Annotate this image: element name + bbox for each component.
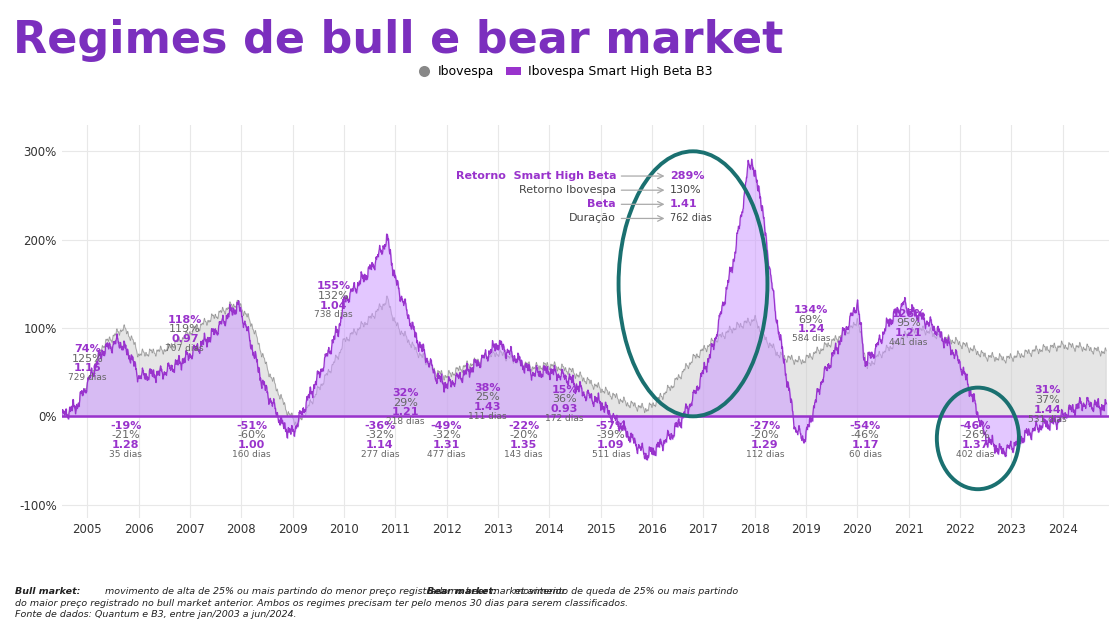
Text: -39%: -39% xyxy=(597,431,625,441)
Text: 95%: 95% xyxy=(896,318,921,328)
Text: 477 dias: 477 dias xyxy=(428,450,466,459)
Text: Regimes de bull e bear market: Regimes de bull e bear market xyxy=(13,19,784,62)
Text: 155%: 155% xyxy=(317,281,351,291)
Text: 69%: 69% xyxy=(799,314,823,324)
Text: 738 dias: 738 dias xyxy=(315,310,353,319)
Text: 1.29: 1.29 xyxy=(752,440,778,450)
Text: 762 dias: 762 dias xyxy=(670,213,711,223)
Text: 25%: 25% xyxy=(475,392,500,402)
Text: 132%: 132% xyxy=(318,291,349,301)
Text: 60 dias: 60 dias xyxy=(849,450,881,459)
Text: 74%: 74% xyxy=(74,344,101,354)
Text: -19%: -19% xyxy=(110,421,141,431)
Text: 118%: 118% xyxy=(168,314,202,324)
Text: 125%: 125% xyxy=(72,354,103,364)
Text: 35 dias: 35 dias xyxy=(110,450,142,459)
Text: 402 dias: 402 dias xyxy=(956,450,995,459)
Text: Retorno  Smart High Beta: Retorno Smart High Beta xyxy=(456,171,616,181)
Text: -22%: -22% xyxy=(508,421,539,431)
Text: 38%: 38% xyxy=(475,383,501,392)
Text: 277 dias: 277 dias xyxy=(361,450,399,459)
Text: -20%: -20% xyxy=(750,431,780,441)
Text: Retorno Ibovespa: Retorno Ibovespa xyxy=(519,185,616,195)
Text: 1.00: 1.00 xyxy=(237,440,265,450)
Text: 707 dias: 707 dias xyxy=(166,344,204,353)
Text: -20%: -20% xyxy=(510,431,538,441)
Text: Bull market:: Bull market: xyxy=(15,587,80,596)
Text: 134%: 134% xyxy=(794,305,829,315)
Text: 130%: 130% xyxy=(670,185,701,195)
Text: Duração: Duração xyxy=(569,213,616,223)
Text: 1.24: 1.24 xyxy=(797,324,824,334)
Text: -57%: -57% xyxy=(596,421,626,431)
Text: 1.35: 1.35 xyxy=(510,440,538,450)
Text: 1.41: 1.41 xyxy=(670,199,698,209)
Text: -32%: -32% xyxy=(432,431,461,441)
Text: do maior preço registrado no bull market anterior. Ambos os regimes precisam ter: do maior preço registrado no bull market… xyxy=(15,600,627,608)
Text: 1.04: 1.04 xyxy=(320,301,347,311)
Text: movimento de queda de 25% ou mais partindo: movimento de queda de 25% ou mais partin… xyxy=(511,587,738,596)
Text: 1.31: 1.31 xyxy=(433,440,460,450)
Text: 1.21: 1.21 xyxy=(895,328,923,338)
Text: -32%: -32% xyxy=(365,431,394,441)
Text: movimento de alta de 25% ou mais partindo do menor preço registrado no bear mark: movimento de alta de 25% ou mais partind… xyxy=(102,587,570,596)
Legend: Ibovespa, Ibovespa Smart High Beta B3: Ibovespa, Ibovespa Smart High Beta B3 xyxy=(411,61,717,83)
Text: 32%: 32% xyxy=(392,388,419,398)
Text: 0.97: 0.97 xyxy=(171,334,198,344)
Text: 1.37: 1.37 xyxy=(962,440,989,450)
Text: -26%: -26% xyxy=(961,431,990,441)
Text: -54%: -54% xyxy=(849,421,880,431)
Text: 36%: 36% xyxy=(552,394,577,404)
Text: 172 dias: 172 dias xyxy=(545,414,584,422)
Text: 111 dias: 111 dias xyxy=(468,412,507,421)
Text: -36%: -36% xyxy=(364,421,395,431)
Text: -27%: -27% xyxy=(749,421,781,431)
Text: 31%: 31% xyxy=(1034,386,1061,396)
Text: 143 dias: 143 dias xyxy=(504,450,543,459)
Text: 531 dias: 531 dias xyxy=(1028,414,1066,424)
Text: 119%: 119% xyxy=(169,324,200,334)
Text: 1.16: 1.16 xyxy=(74,363,101,373)
Text: -46%: -46% xyxy=(850,431,879,441)
Text: Fonte de dados: Quantum e B3, entre jan/2003 a jun/2024.: Fonte de dados: Quantum e B3, entre jan/… xyxy=(15,610,296,619)
Text: 1.09: 1.09 xyxy=(597,440,625,450)
Text: 1.28: 1.28 xyxy=(112,440,140,450)
Text: 15%: 15% xyxy=(551,384,578,394)
Text: 37%: 37% xyxy=(1035,395,1060,405)
Text: 160 dias: 160 dias xyxy=(232,450,271,459)
Text: 218 dias: 218 dias xyxy=(386,417,424,426)
Text: 112 dias: 112 dias xyxy=(746,450,784,459)
Text: 1.21: 1.21 xyxy=(392,407,419,417)
Text: 289%: 289% xyxy=(670,171,704,181)
Text: Bear market:: Bear market: xyxy=(427,587,496,596)
Text: 1.43: 1.43 xyxy=(474,402,502,412)
Text: -21%: -21% xyxy=(111,431,140,441)
Text: 729 dias: 729 dias xyxy=(68,373,106,382)
Text: Beta: Beta xyxy=(587,199,616,209)
Text: 511 dias: 511 dias xyxy=(591,450,631,459)
Text: 1.17: 1.17 xyxy=(851,440,879,450)
Text: 29%: 29% xyxy=(393,397,418,407)
Text: 584 dias: 584 dias xyxy=(792,334,830,343)
Text: -46%: -46% xyxy=(960,421,991,431)
Text: 1.44: 1.44 xyxy=(1034,405,1061,415)
Text: 1.14: 1.14 xyxy=(366,440,393,450)
Text: -49%: -49% xyxy=(431,421,463,431)
Text: 0.93: 0.93 xyxy=(551,404,578,414)
Text: -60%: -60% xyxy=(237,431,265,441)
Text: 441 dias: 441 dias xyxy=(889,338,927,347)
Text: 128%: 128% xyxy=(892,308,926,318)
Text: -51%: -51% xyxy=(236,421,267,431)
